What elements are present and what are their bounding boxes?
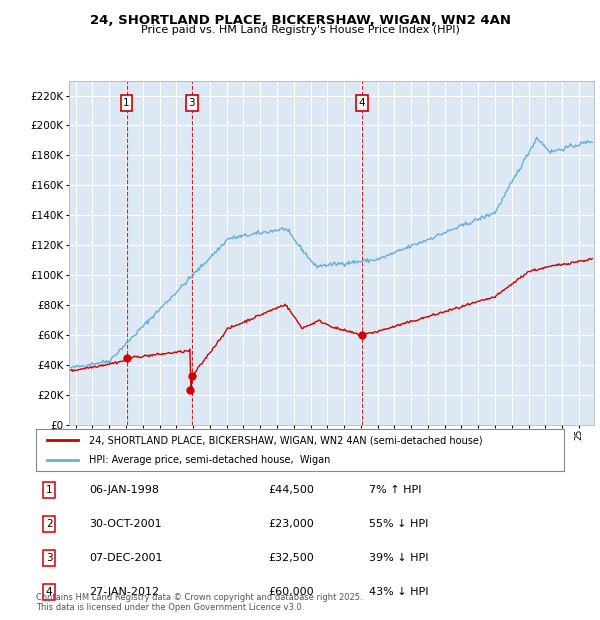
Text: 1: 1 xyxy=(123,98,130,108)
Text: £44,500: £44,500 xyxy=(268,485,314,495)
Text: 07-DEC-2001: 07-DEC-2001 xyxy=(89,553,162,563)
Text: 30-OCT-2001: 30-OCT-2001 xyxy=(89,519,161,529)
Text: 3: 3 xyxy=(188,98,195,108)
Point xyxy=(357,330,367,340)
Point xyxy=(185,385,195,396)
Text: 2: 2 xyxy=(46,519,53,529)
Text: 24, SHORTLAND PLACE, BICKERSHAW, WIGAN, WN2 4AN: 24, SHORTLAND PLACE, BICKERSHAW, WIGAN, … xyxy=(89,14,511,27)
Text: £32,500: £32,500 xyxy=(268,553,314,563)
Text: 06-JAN-1998: 06-JAN-1998 xyxy=(89,485,159,495)
Text: 55% ↓ HPI: 55% ↓ HPI xyxy=(368,519,428,529)
Text: 39% ↓ HPI: 39% ↓ HPI xyxy=(368,553,428,563)
Text: 27-JAN-2012: 27-JAN-2012 xyxy=(89,587,159,597)
Text: £60,000: £60,000 xyxy=(268,587,314,597)
Text: £23,000: £23,000 xyxy=(268,519,314,529)
Text: 4: 4 xyxy=(46,587,53,597)
Text: HPI: Average price, semi-detached house,  Wigan: HPI: Average price, semi-detached house,… xyxy=(89,455,330,465)
Text: 1: 1 xyxy=(46,485,53,495)
Text: 24, SHORTLAND PLACE, BICKERSHAW, WIGAN, WN2 4AN (semi-detached house): 24, SHORTLAND PLACE, BICKERSHAW, WIGAN, … xyxy=(89,435,482,445)
Text: 7% ↑ HPI: 7% ↑ HPI xyxy=(368,485,421,495)
Point xyxy=(122,353,131,363)
Point xyxy=(187,371,197,381)
Text: Price paid vs. HM Land Registry's House Price Index (HPI): Price paid vs. HM Land Registry's House … xyxy=(140,25,460,35)
Text: 3: 3 xyxy=(46,553,53,563)
Text: 4: 4 xyxy=(359,98,365,108)
Text: 43% ↓ HPI: 43% ↓ HPI xyxy=(368,587,428,597)
Text: Contains HM Land Registry data © Crown copyright and database right 2025.
This d: Contains HM Land Registry data © Crown c… xyxy=(36,593,362,612)
